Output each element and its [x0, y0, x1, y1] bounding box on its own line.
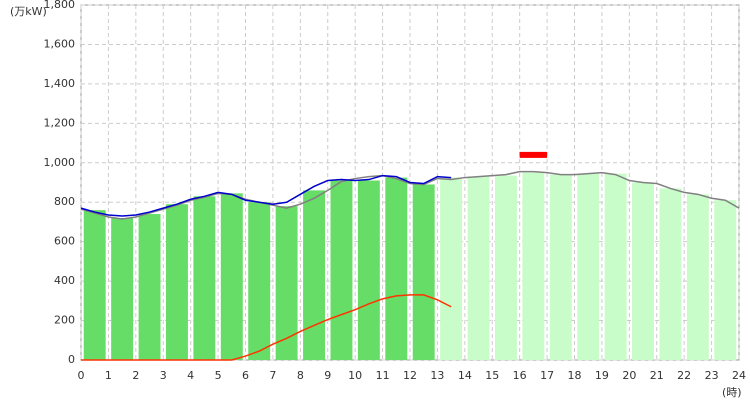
- bar: [275, 206, 298, 360]
- bar: [357, 180, 380, 360]
- bar: [111, 218, 134, 360]
- bar: [330, 180, 353, 360]
- x-tick-label: 14: [458, 369, 472, 382]
- x-tick-label: 2: [132, 369, 139, 382]
- y-unit-label: (万kW): [10, 5, 47, 18]
- x-tick-label: 24: [732, 369, 746, 382]
- x-tick-label: 5: [215, 369, 222, 382]
- y-tick-label: 400: [54, 274, 75, 287]
- bar: [248, 202, 271, 360]
- x-tick-label: 9: [324, 369, 331, 382]
- bar: [412, 184, 435, 360]
- x-tick-label: 20: [622, 369, 636, 382]
- bar: [494, 175, 517, 360]
- bar: [193, 196, 216, 360]
- x-tick-label: 6: [242, 369, 249, 382]
- x-tick-label: 15: [485, 369, 499, 382]
- y-tick-label: 200: [54, 314, 75, 327]
- line: [80, 174, 452, 217]
- x-tick-label: 22: [677, 369, 691, 382]
- x-tick-label: 4: [187, 369, 194, 382]
- x-tick-label: 13: [430, 369, 444, 382]
- bar: [686, 194, 709, 360]
- y-tick-label: 1,000: [44, 156, 76, 169]
- bar: [220, 193, 243, 360]
- x-tick-label: 10: [348, 369, 362, 382]
- bar: [714, 200, 737, 360]
- bar: [632, 182, 655, 360]
- bar: [659, 188, 682, 360]
- x-tick-label: 11: [376, 369, 390, 382]
- bar: [604, 173, 627, 360]
- x-tick-label: 23: [705, 369, 719, 382]
- y-tick-label: 1,200: [44, 116, 76, 129]
- y-tick-label: 1,600: [44, 37, 76, 50]
- bar: [440, 177, 463, 360]
- peak-marker: [519, 151, 548, 158]
- y-tick-label: 600: [54, 235, 75, 248]
- x-tick-label: 3: [160, 369, 167, 382]
- line: [81, 294, 452, 361]
- line: [80, 170, 740, 220]
- x-tick-label: 1: [105, 369, 112, 382]
- x-tick-label: 7: [269, 369, 276, 382]
- y-tick-label: 1,400: [44, 77, 76, 90]
- bar: [577, 173, 600, 360]
- x-tick-label: 12: [403, 369, 417, 382]
- x-tick-label: 21: [650, 369, 664, 382]
- bar: [303, 190, 326, 360]
- x-tick-label: 16: [513, 369, 527, 382]
- bar: [549, 174, 572, 360]
- x-tick-label: 19: [595, 369, 609, 382]
- x-tick-label: 0: [78, 369, 85, 382]
- y-tick-label: 0: [68, 353, 75, 366]
- bar: [138, 214, 161, 360]
- x-tick-label: 8: [297, 369, 304, 382]
- x-unit-label: (時): [722, 386, 742, 399]
- x-tick-label: 17: [540, 369, 554, 382]
- bar: [165, 204, 188, 360]
- y-tick-label: 800: [54, 195, 75, 208]
- bar: [467, 176, 490, 360]
- bar: [522, 172, 545, 360]
- bar: [385, 177, 408, 360]
- y-tick-label: 1,800: [44, 0, 76, 11]
- x-tick-label: 18: [568, 369, 582, 382]
- bar: [83, 210, 106, 360]
